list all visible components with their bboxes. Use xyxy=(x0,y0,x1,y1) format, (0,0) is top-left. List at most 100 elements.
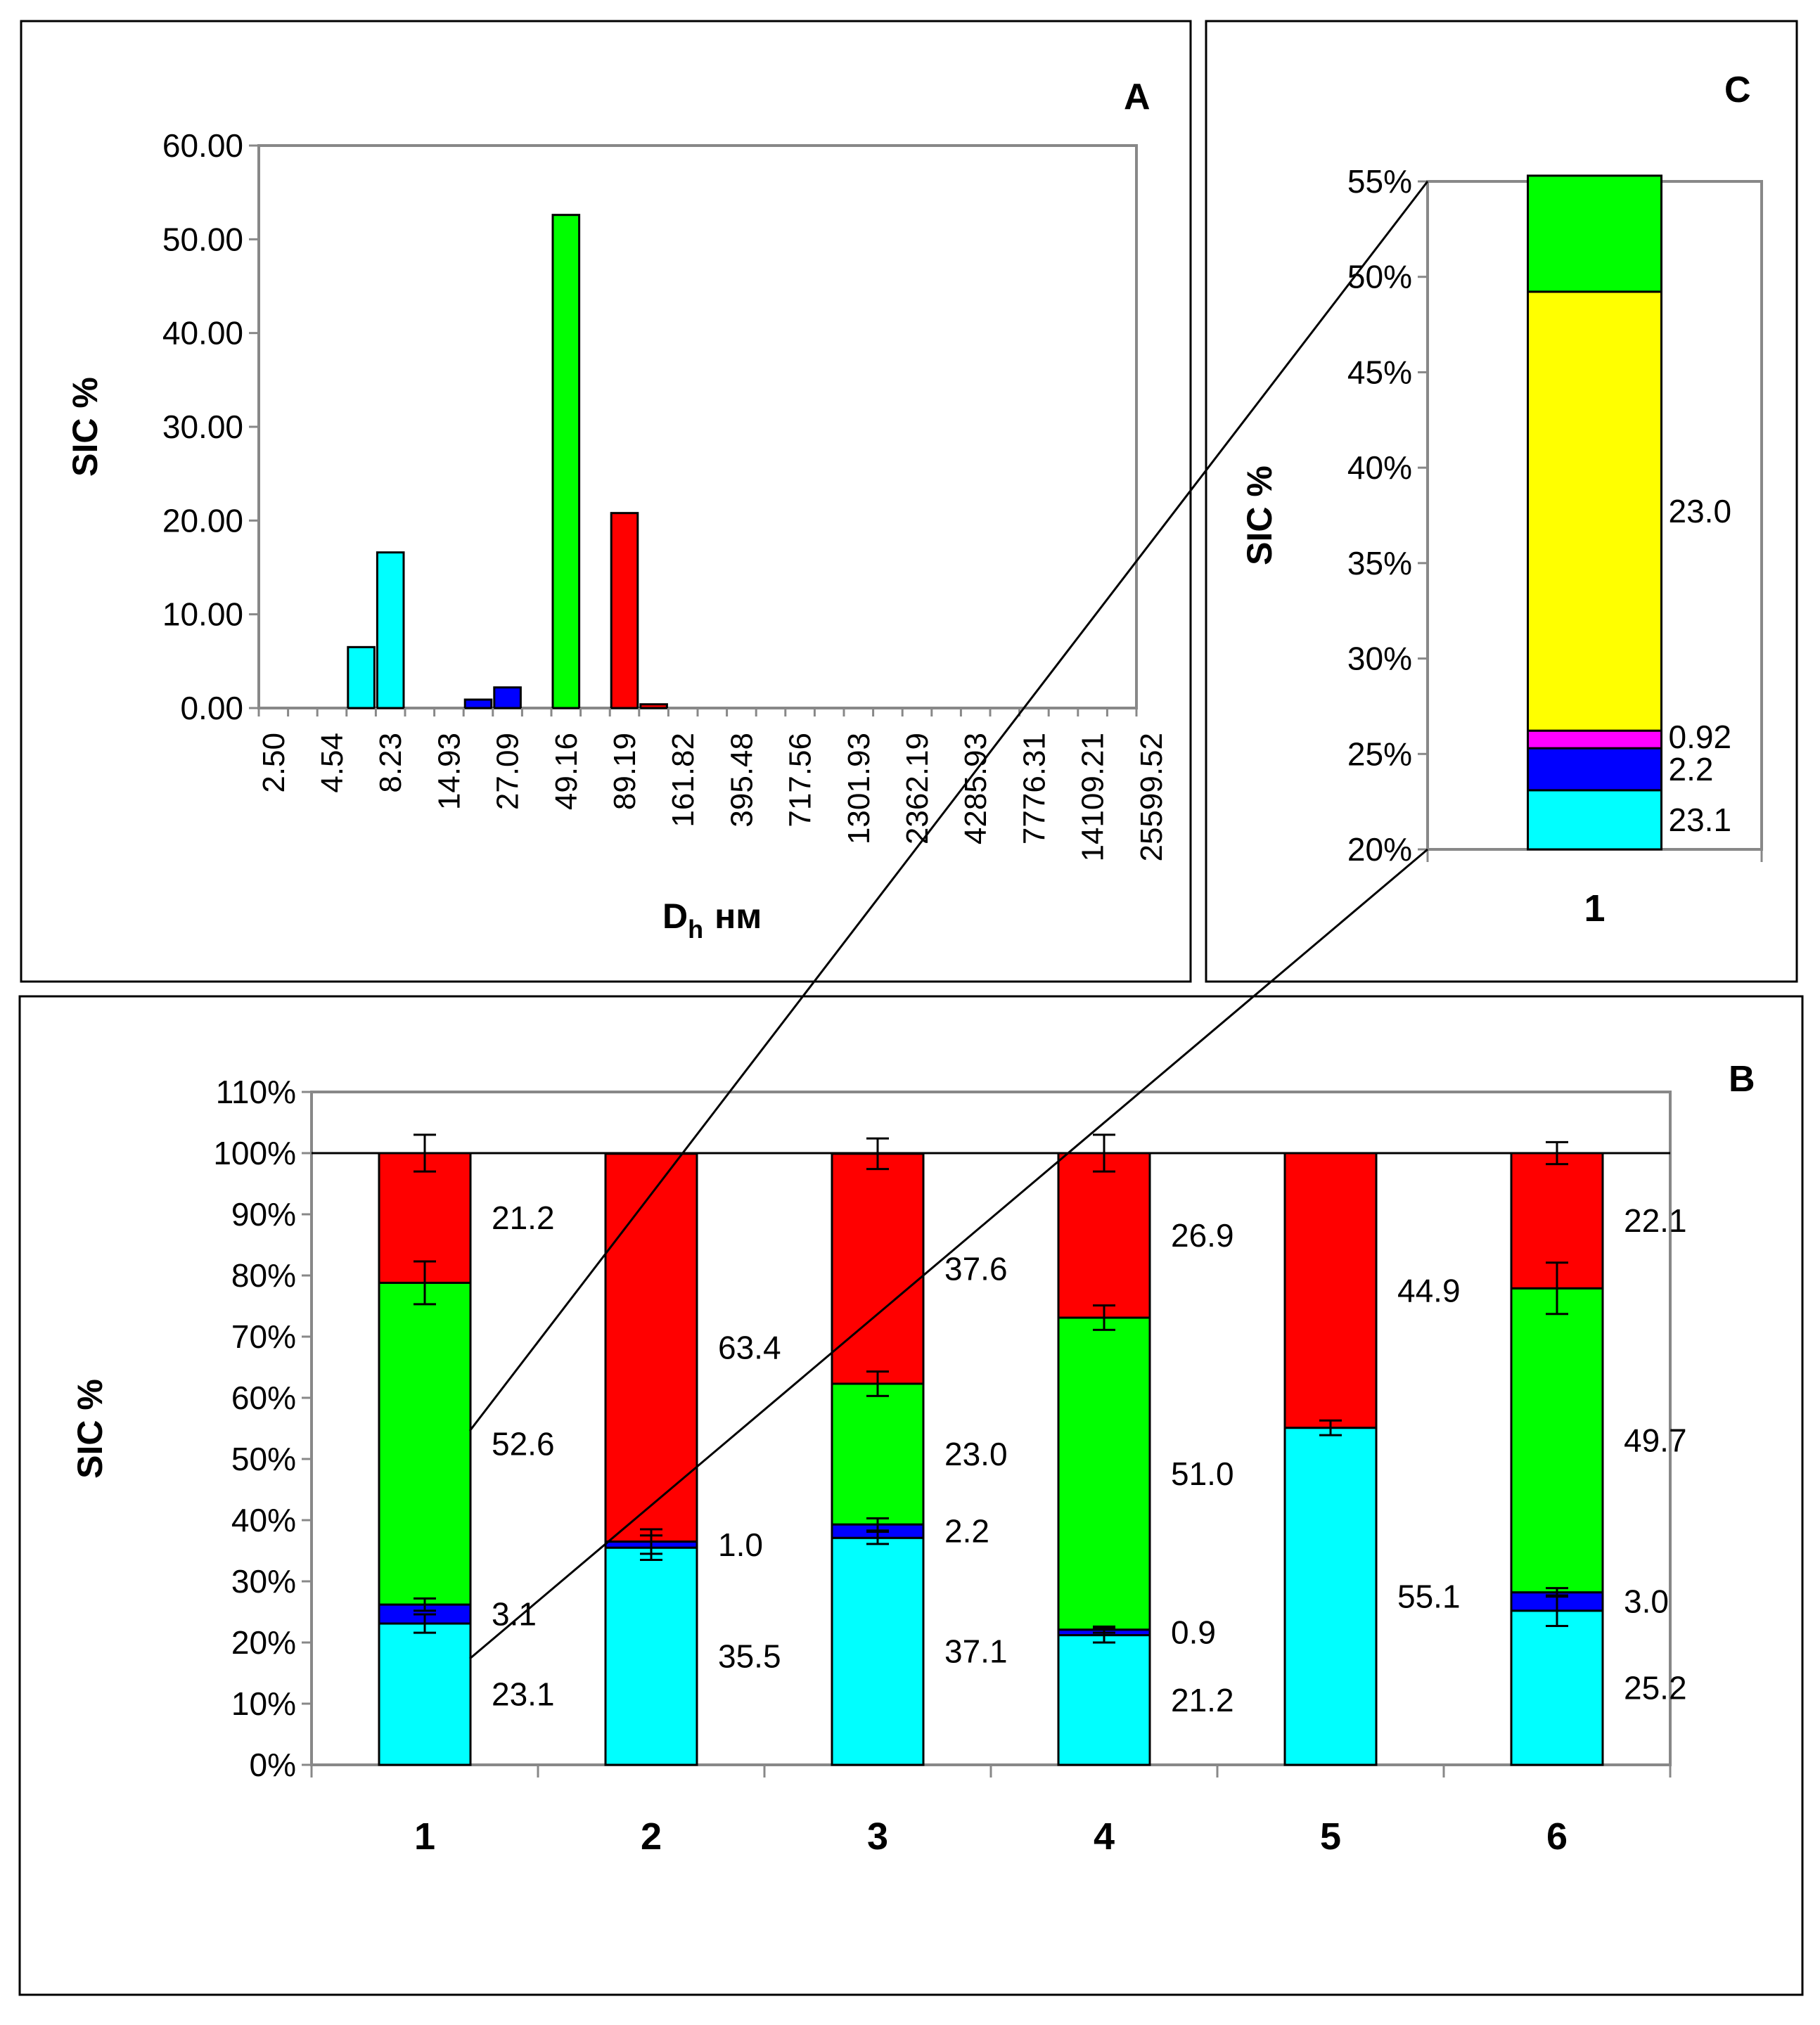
chart-a-bar xyxy=(493,686,522,709)
chart-a-x-tick-label: 4285.93 xyxy=(959,733,993,844)
chart-a-x-title-main: D xyxy=(662,896,688,936)
chart-a-x-tick-label: 8.23 xyxy=(373,733,408,793)
chart-b-data-label: 21.2 xyxy=(1171,1682,1234,1718)
chart-b-category-label: 5 xyxy=(1320,1815,1341,1858)
chart-b-bar-segment xyxy=(831,1536,925,1766)
chart-c-y-tick-label: 40% xyxy=(1347,449,1412,486)
chart-a-bar xyxy=(376,551,405,709)
chart-b-data-label: 22.1 xyxy=(1624,1202,1687,1239)
chart-b-data-label: 51.0 xyxy=(1171,1455,1234,1492)
chart-a-bar xyxy=(551,214,581,709)
chart-b-y-tick-label: 110% xyxy=(216,1074,296,1110)
chart-b-y-tick-label: 40% xyxy=(231,1502,296,1538)
chart-b-bar-segment xyxy=(1057,1152,1151,1319)
chart-c-y-tick-label: 35% xyxy=(1347,545,1412,581)
chart-b-bar-segment xyxy=(1283,1427,1378,1766)
chart-a-y-tick-label: 20.00 xyxy=(162,502,243,539)
panel-a-letter: A xyxy=(1124,77,1151,117)
chart-b-plot-area xyxy=(310,1091,1672,1766)
chart-b-bar-segment xyxy=(604,1152,698,1543)
chart-b-y-tick-label: 10% xyxy=(231,1685,296,1722)
chart-b-category-label: 6 xyxy=(1546,1815,1568,1858)
chart-b-data-label: 1.0 xyxy=(718,1526,763,1563)
chart-b-y-tick-label: 0% xyxy=(250,1747,296,1783)
chart-a-y-tick-label: 40.00 xyxy=(162,315,243,352)
chart-a-y-tick-label: 60.00 xyxy=(162,127,243,164)
chart-c-bar-segment xyxy=(1527,290,1662,732)
chart-c-bar-segment xyxy=(1527,174,1662,293)
chart-b-bar-segment xyxy=(1510,1609,1604,1766)
chart-c-y-tick-label: 20% xyxy=(1347,831,1412,868)
chart-b-bar-segment xyxy=(1510,1287,1604,1594)
chart-a: 0.00 10.00 20.00 30.00 40.00 50.00 60.00 2.50 4.… xyxy=(65,127,1169,944)
chart-b-y-tick-label: 100% xyxy=(213,1135,296,1171)
chart-b-category-label: 3 xyxy=(867,1815,888,1858)
chart-a-y-tick-label: 30.00 xyxy=(162,409,243,445)
chart-b-bar-segment xyxy=(831,1382,925,1526)
chart-b-bar-segment xyxy=(378,1622,472,1766)
chart-b-y-tick-label: 20% xyxy=(231,1624,296,1661)
chart-b-data-label: 3.1 xyxy=(492,1596,537,1633)
chart-b-category-label: 4 xyxy=(1094,1815,1115,1858)
chart-a-x-tick-label: 1301.93 xyxy=(842,733,876,844)
chart-a-y-tick-label: 50.00 xyxy=(162,221,243,257)
chart-b-data-label: 35.5 xyxy=(718,1638,781,1675)
chart-b-bar-segment xyxy=(831,1152,925,1385)
chart-a-x-title-unit: нм xyxy=(714,896,762,936)
chart-a-x-tick-label: 2362.19 xyxy=(900,733,935,844)
chart-a-y-tick-label: 0.00 xyxy=(180,690,243,726)
chart-b-y-tick-label: 50% xyxy=(231,1441,296,1477)
chart-b: 23.13.152.621.235.51.063.437.12.223.037.… xyxy=(70,1074,1687,1858)
chart-a-x-title-sub: h xyxy=(688,915,703,944)
chart-b-data-label: 23.0 xyxy=(944,1436,1008,1472)
chart-c-data-label: 23.0 xyxy=(1669,493,1732,529)
chart-b-data-label: 0.9 xyxy=(1171,1614,1216,1651)
chart-c-data-label: 23.1 xyxy=(1669,802,1732,838)
chart-c-data-label: 2.2 xyxy=(1669,751,1714,788)
chart-a-bar xyxy=(610,512,639,709)
chart-c: 23.1 2.20.92 23.0 20% 25% 30% 35% 40% 45% 50% 55%… xyxy=(1240,163,1763,930)
chart-a-x-tick-label: 395.48 xyxy=(724,733,759,828)
chart-a-x-tick-label: 7776.31 xyxy=(1017,733,1051,844)
chart-a-x-tick-label: 49.16 xyxy=(549,733,584,810)
zoom-line-top xyxy=(468,181,1429,1432)
chart-b-bar-segment xyxy=(1057,1634,1151,1766)
chart-a-bar xyxy=(463,698,493,709)
chart-a-plot-area xyxy=(257,144,1138,709)
chart-c-y-tick-label: 45% xyxy=(1347,354,1412,390)
chart-c-data-label: 0.92 xyxy=(1669,719,1732,755)
chart-a-bar xyxy=(639,703,668,709)
chart-b-y-tick-label: 80% xyxy=(231,1257,296,1294)
chart-b-category-label: 2 xyxy=(641,1815,662,1858)
chart-b-data-label: 3.0 xyxy=(1624,1583,1669,1620)
chart-a-x-tick-label: 4.54 xyxy=(315,733,350,793)
chart-c-category-label: 1 xyxy=(1584,887,1605,930)
chart-a-x-tick-label: 161.82 xyxy=(666,733,700,828)
panel-b-letter: B xyxy=(1729,1059,1755,1100)
chart-a-bar xyxy=(347,645,376,709)
chart-a-y-tick-label: 10.00 xyxy=(162,596,243,633)
chart-b-data-label: 25.2 xyxy=(1624,1669,1687,1706)
chart-b-category-label: 1 xyxy=(414,1815,435,1858)
chart-a-x-title: Dh нм xyxy=(662,896,762,944)
chart-c-bar-segment xyxy=(1527,789,1662,851)
chart-b-y-tick-label: 60% xyxy=(231,1380,296,1416)
chart-b-y-title: SIC % xyxy=(70,1379,110,1479)
chart-b-data-label: 37.6 xyxy=(944,1250,1008,1287)
chart-b-y-tick-label: 90% xyxy=(231,1196,296,1233)
chart-b-bar-segment xyxy=(604,1546,698,1766)
chart-a-x-tick-label: 717.56 xyxy=(783,733,818,828)
chart-b-data-label: 55.1 xyxy=(1397,1578,1461,1614)
chart-b-data-label: 23.1 xyxy=(492,1676,555,1713)
chart-b-data-label: 49.7 xyxy=(1624,1422,1687,1458)
chart-c-bar-segment xyxy=(1527,747,1662,792)
chart-b-data-label: 2.2 xyxy=(944,1513,989,1550)
chart-c-y-tick-label: 55% xyxy=(1347,163,1412,200)
chart-c-y-tick-label: 50% xyxy=(1347,259,1412,295)
panel-c-letter: C xyxy=(1724,70,1751,110)
chart-a-y-title: SIC % xyxy=(65,377,105,477)
chart-a-x-tick-label: 14.93 xyxy=(432,733,466,810)
zoom-line-bottom xyxy=(469,848,1428,1660)
chart-b-bar-segment xyxy=(1057,1316,1151,1631)
